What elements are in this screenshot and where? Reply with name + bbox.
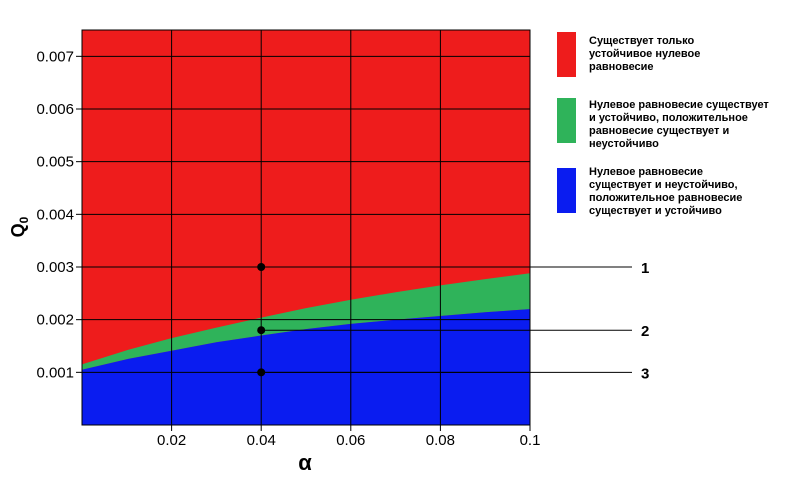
y-tick-label: 0.004 xyxy=(36,206,74,223)
region-green xyxy=(82,273,530,370)
legend-label: Нулевое равновесие существует и неустойчи… xyxy=(589,166,742,217)
x-tick-label: 0.02 xyxy=(157,432,186,449)
y-tick-label: 0.005 xyxy=(36,154,74,171)
y-axis: 0.001 0.002 0.003 0.004 0.005 0.006 0.007 xyxy=(36,48,82,381)
region-blue xyxy=(82,309,530,425)
plot-area xyxy=(82,30,530,425)
x-axis-label: α xyxy=(298,450,312,475)
point-label: 2 xyxy=(641,323,649,340)
legend: Существует только устойчивое нулевое равно… xyxy=(557,32,769,217)
x-tick-label: 0.1 xyxy=(520,432,541,449)
y-tick-label: 0.003 xyxy=(36,259,74,276)
legend-swatch xyxy=(557,168,576,213)
point-markers: 1 2 3 xyxy=(257,260,649,382)
point-marker xyxy=(257,326,266,335)
legend-label: Существует только устойчивое нулевое равно… xyxy=(589,35,700,73)
y-tick-label: 0.001 xyxy=(36,364,74,381)
svg-text:Q0: Q0 xyxy=(8,216,31,237)
point-label: 1 xyxy=(641,260,649,277)
x-tick-label: 0.08 xyxy=(426,432,455,449)
x-tick-label: 0.06 xyxy=(336,432,365,449)
y-tick-label: 0.006 xyxy=(36,101,74,118)
x-tick-label: 0.04 xyxy=(247,432,276,449)
y-axis-label-subscript: 0 xyxy=(17,216,31,223)
plot-frame xyxy=(81,29,531,426)
y-tick-label: 0.007 xyxy=(36,48,74,65)
x-axis: 0.02 0.04 0.06 0.08 0.1 xyxy=(157,425,540,449)
y-axis-label-main: Q xyxy=(8,223,28,237)
legend-label: Нулевое равновесие существует и устойчиво… xyxy=(589,99,769,150)
legend-swatch xyxy=(557,32,576,77)
y-tick-label: 0.002 xyxy=(36,312,74,329)
point-label: 3 xyxy=(641,365,649,382)
point-marker xyxy=(257,263,266,271)
legend-swatch xyxy=(557,98,576,143)
y-axis-label: Q0 xyxy=(8,216,31,237)
point-marker xyxy=(257,368,266,377)
